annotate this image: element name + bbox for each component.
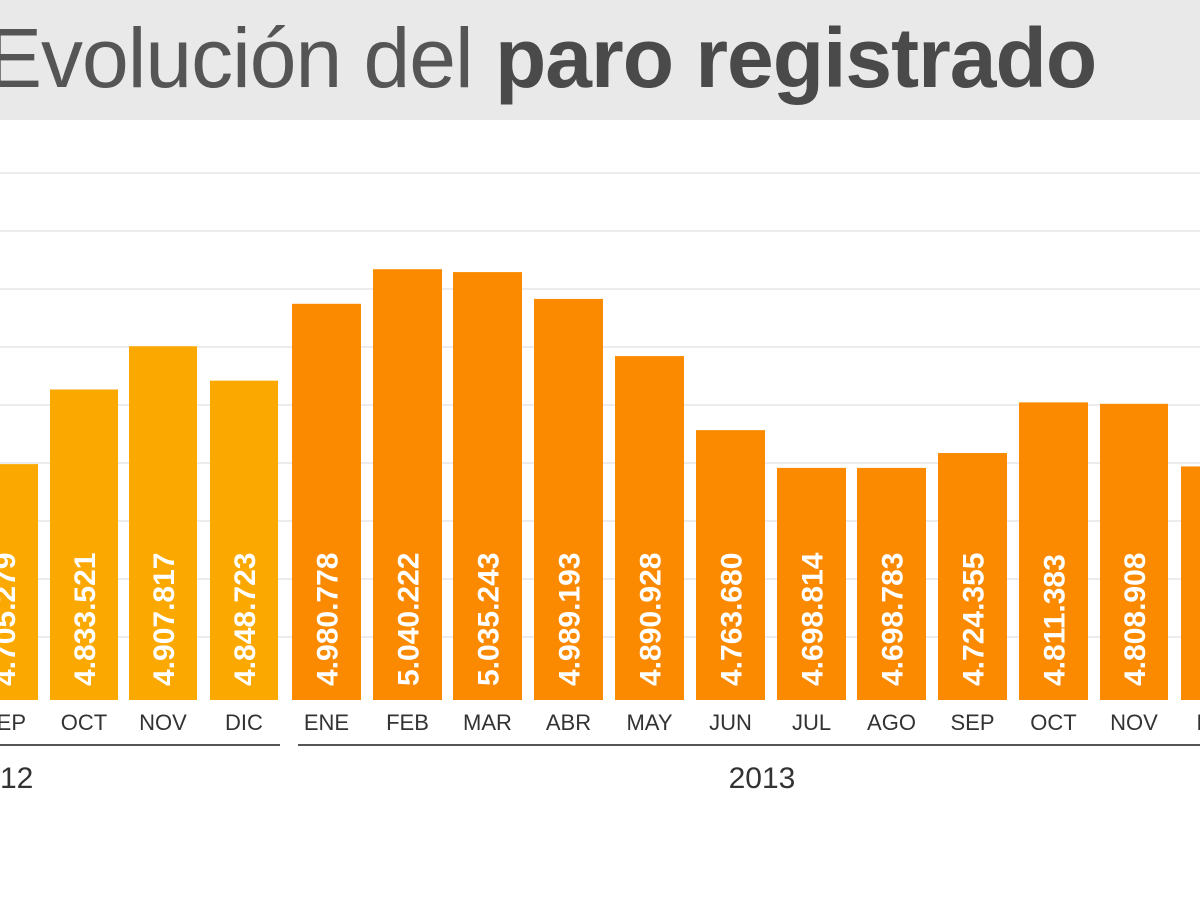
bar <box>0 464 38 700</box>
year-label: 2013 <box>729 762 796 795</box>
value-label: 4.698.783 <box>877 553 910 686</box>
value-label: 5.035.243 <box>473 553 506 686</box>
month-label: SEP <box>0 710 26 735</box>
bar <box>373 269 442 700</box>
value-label: 4.980.778 <box>312 553 345 686</box>
month-label: OCT <box>1030 710 1076 735</box>
bars <box>0 269 1200 700</box>
value-label: 4.724.355 <box>958 553 991 686</box>
bar <box>857 467 926 700</box>
month-label: DIC <box>1197 710 1200 735</box>
value-label: 4.890.928 <box>635 553 668 686</box>
bar <box>129 346 197 700</box>
bar <box>50 389 118 700</box>
value-label: 4.907.817 <box>148 553 181 686</box>
value-label: 4.808.908 <box>1119 553 1152 686</box>
chart-title-light: Evolución del <box>0 11 474 105</box>
month-label: ABR <box>546 710 591 735</box>
bar <box>1019 402 1088 700</box>
bar <box>1100 403 1168 700</box>
value-label: 4.811.383 <box>1039 554 1072 686</box>
month-label: JUL <box>792 710 831 735</box>
month-label: DIC <box>225 710 263 735</box>
month-label: AGO <box>867 710 916 735</box>
month-label: MAR <box>463 710 512 735</box>
labels: 4.705.279 SEP 4.833.521 OCT 4.907.817 NOV 4.84… <box>0 552 1200 795</box>
month-label: ENE <box>304 710 349 735</box>
chart-title-bold: paro registrado <box>495 11 1097 105</box>
value-label: 4.989.193 <box>554 553 587 686</box>
value-label: 4.698.814 <box>797 552 830 686</box>
month-label: NOV <box>139 710 187 735</box>
bar <box>938 453 1007 700</box>
bar <box>1181 466 1200 700</box>
title-bar: Evolución del paro registrado <box>0 0 1200 120</box>
value-label: 4.848.723 <box>229 553 262 686</box>
value-label: 5.040.222 <box>393 553 426 686</box>
month-label: OCT <box>61 710 107 735</box>
bar <box>777 467 846 700</box>
month-label: SEP <box>950 710 994 735</box>
value-label: 4.705.279 <box>0 553 22 686</box>
value-label: 4.763.680 <box>716 553 749 686</box>
year-label: 2012 <box>0 762 33 795</box>
month-label: JUN <box>709 710 752 735</box>
month-label: FEB <box>386 710 429 735</box>
chart-title: Evolución del paro registrado <box>0 2 1097 114</box>
bar <box>210 380 278 700</box>
bar <box>696 430 765 700</box>
bar <box>534 298 603 700</box>
bar <box>453 272 522 700</box>
bar <box>292 303 361 700</box>
value-label: 4.833.521 <box>69 553 102 686</box>
month-label: NOV <box>1110 710 1158 735</box>
bar <box>615 356 684 700</box>
month-label: MAY <box>626 710 672 735</box>
